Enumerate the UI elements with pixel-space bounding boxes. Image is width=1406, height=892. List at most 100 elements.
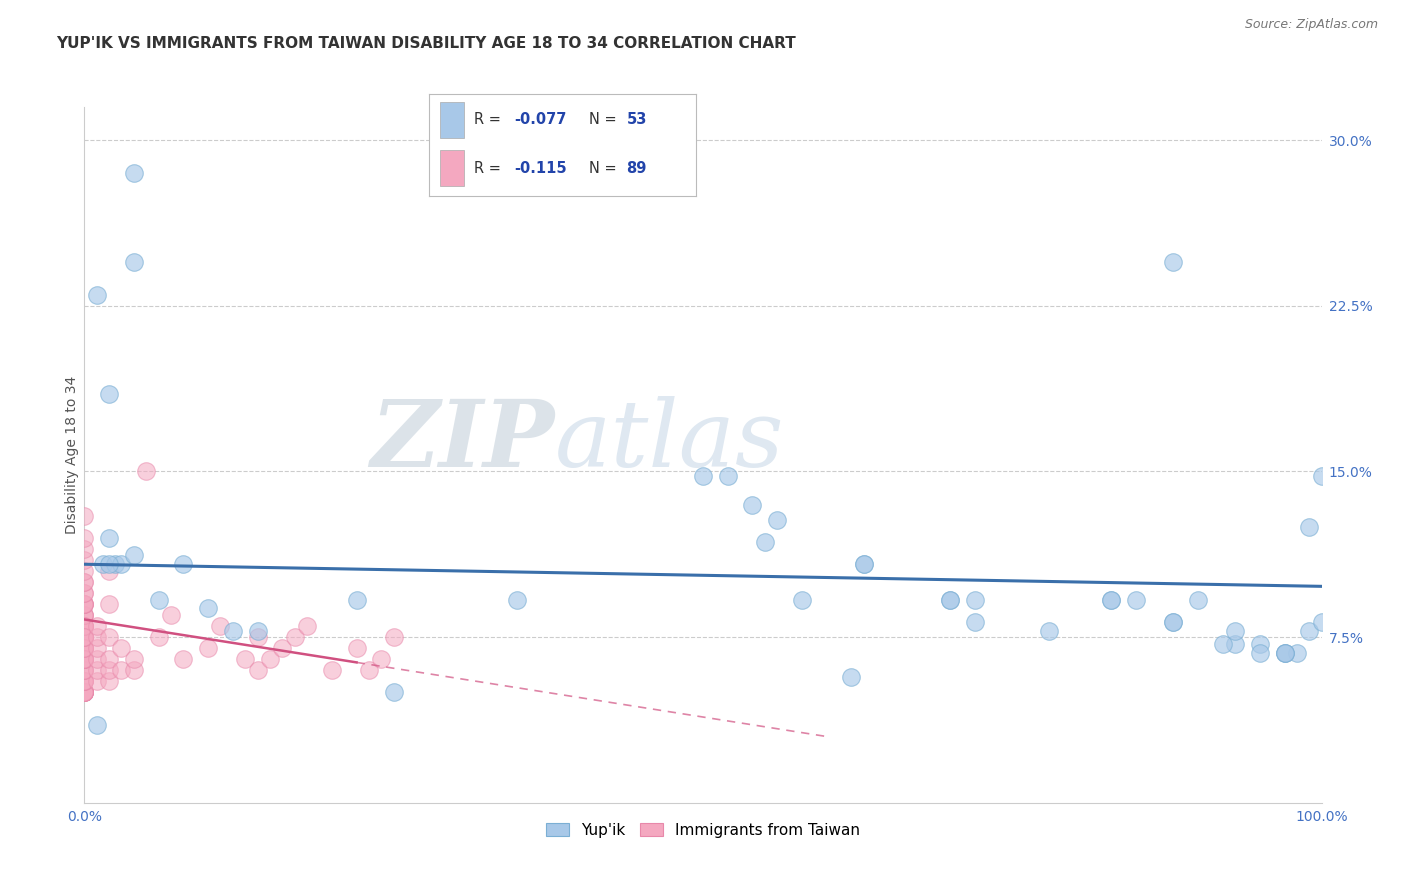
Point	[122, 549, 145, 563]
Point	[98, 663, 121, 677]
Point	[73, 608, 96, 623]
Point	[73, 663, 96, 677]
Point	[246, 624, 269, 638]
Point	[1212, 637, 1234, 651]
Point	[1223, 624, 1246, 638]
Point	[73, 630, 96, 644]
Point	[790, 592, 813, 607]
Point	[73, 619, 96, 633]
Point	[73, 597, 96, 611]
Point	[1161, 615, 1184, 629]
Point	[148, 630, 170, 644]
Point	[73, 586, 96, 600]
Point	[110, 641, 132, 656]
Point	[73, 553, 96, 567]
Text: YUP'IK VS IMMIGRANTS FROM TAIWAN DISABILITY AGE 18 TO 34 CORRELATION CHART: YUP'IK VS IMMIGRANTS FROM TAIWAN DISABIL…	[56, 36, 796, 51]
Point	[73, 630, 96, 644]
Point	[382, 685, 405, 699]
Point	[1274, 646, 1296, 660]
Point	[295, 619, 318, 633]
Point	[1274, 646, 1296, 660]
Point	[197, 601, 219, 615]
Point	[965, 615, 987, 629]
Point	[160, 608, 183, 623]
Point	[73, 630, 96, 644]
Point	[86, 641, 108, 656]
Point	[98, 531, 121, 545]
Point	[73, 674, 96, 689]
Point	[73, 597, 96, 611]
Point	[1310, 615, 1333, 629]
Text: Source: ZipAtlas.com: Source: ZipAtlas.com	[1244, 18, 1378, 31]
Point	[172, 558, 194, 572]
Point	[284, 630, 307, 644]
Point	[754, 535, 776, 549]
Point	[73, 663, 96, 677]
Text: R =: R =	[474, 161, 506, 176]
Point	[1099, 592, 1122, 607]
Point	[73, 508, 96, 523]
Point	[197, 641, 219, 656]
Point	[357, 663, 380, 677]
Point	[98, 630, 121, 644]
Point	[73, 652, 96, 666]
Point	[104, 558, 127, 572]
Point	[73, 597, 96, 611]
Point	[852, 558, 875, 572]
Point	[717, 469, 740, 483]
Point	[148, 592, 170, 607]
Point	[346, 592, 368, 607]
Point	[73, 685, 96, 699]
Point	[86, 652, 108, 666]
Point	[73, 685, 96, 699]
Y-axis label: Disability Age 18 to 34: Disability Age 18 to 34	[65, 376, 79, 534]
Point	[110, 663, 132, 677]
Point	[86, 674, 108, 689]
Point	[73, 641, 96, 656]
Point	[73, 597, 96, 611]
Text: 89: 89	[627, 161, 647, 176]
Point	[741, 498, 763, 512]
Point	[939, 592, 962, 607]
Point	[73, 608, 96, 623]
Point	[73, 685, 96, 699]
Point	[73, 541, 96, 556]
Point	[86, 718, 108, 732]
Point	[98, 387, 121, 401]
Point	[110, 558, 132, 572]
Point	[86, 663, 108, 677]
Point	[73, 619, 96, 633]
Point	[1187, 592, 1209, 607]
Point	[321, 663, 343, 677]
Point	[135, 465, 157, 479]
Point	[1249, 637, 1271, 651]
Point	[73, 652, 96, 666]
Point	[122, 166, 145, 180]
Point	[1223, 637, 1246, 651]
Point	[73, 674, 96, 689]
Text: R =: R =	[474, 112, 506, 128]
Point	[98, 597, 121, 611]
Point	[841, 670, 863, 684]
Point	[382, 630, 405, 644]
Point	[73, 652, 96, 666]
Point	[73, 608, 96, 623]
Point	[73, 630, 96, 644]
Point	[1038, 624, 1060, 638]
Point	[86, 287, 108, 301]
Point	[73, 674, 96, 689]
Point	[346, 641, 368, 656]
Text: ZIP: ZIP	[370, 396, 554, 486]
Point	[73, 674, 96, 689]
Point	[73, 685, 96, 699]
Point	[73, 663, 96, 677]
Point	[73, 685, 96, 699]
Point	[73, 685, 96, 699]
Point	[73, 630, 96, 644]
Point	[86, 619, 108, 633]
Point	[222, 624, 245, 638]
Point	[1310, 469, 1333, 483]
Point	[98, 558, 121, 572]
Point	[98, 652, 121, 666]
Point	[73, 564, 96, 578]
